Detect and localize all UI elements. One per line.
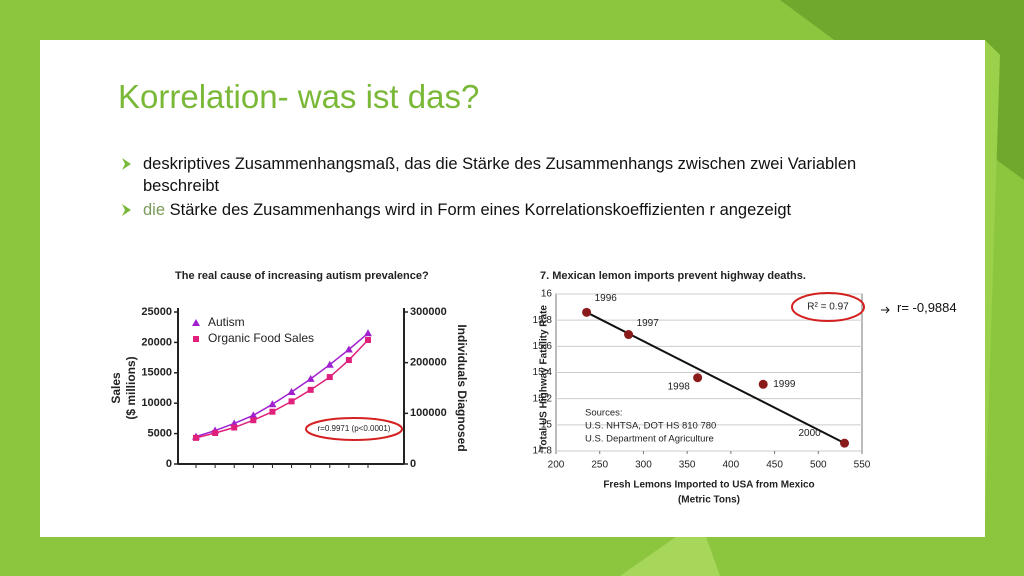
y-tick-label: 5000	[148, 428, 172, 440]
point	[365, 336, 371, 343]
point	[193, 434, 199, 441]
arrow-icon	[881, 306, 890, 314]
point	[840, 438, 850, 448]
y2-tick-label: 100000	[410, 407, 447, 419]
x-axis-label: Fresh Lemons Imported to USA from Mexico	[603, 480, 814, 491]
x-tick-label: 400	[723, 460, 740, 471]
point	[693, 373, 703, 383]
y-axis-label: Total US Highway Fatality Rate	[539, 305, 550, 451]
point	[582, 307, 592, 317]
y-tick-label: 0	[166, 458, 172, 470]
x-tick-label: 550	[854, 460, 871, 471]
y-tick-label: 15.4	[533, 367, 553, 378]
highlight	[305, 417, 403, 441]
y-tick-label: 15	[541, 419, 553, 430]
bullet: deskriptives Zusammenhangsmaß, das die S…	[143, 155, 857, 195]
y-tick-label: 15.2	[533, 393, 553, 404]
y2-tick-label: 300000	[410, 306, 447, 318]
point	[288, 398, 295, 405]
x-tick-label: 500	[810, 460, 827, 471]
point	[364, 329, 372, 337]
bullet-icon	[122, 204, 131, 216]
series-line	[195, 339, 369, 439]
point	[231, 424, 238, 431]
point	[268, 400, 277, 408]
y-tick-label: 20000	[141, 336, 172, 348]
point	[325, 360, 334, 368]
bullet-lead: die	[143, 201, 166, 219]
bullet-icon	[122, 158, 131, 170]
chart-title: 7. Mexican lemon imports prevent highway…	[540, 270, 806, 282]
decoration	[985, 40, 1000, 520]
point	[250, 417, 257, 424]
point	[344, 345, 353, 353]
legend-marker	[192, 319, 200, 326]
bullet-text: Stärke des Zusammenhangs wird in Form ei…	[169, 201, 792, 219]
charts: The real cause of increasing autism prev…	[109, 270, 871, 506]
point	[758, 379, 768, 389]
annotation: r=0.9971 (p<0.0001)	[318, 424, 391, 433]
point-label: 1999	[773, 379, 796, 390]
x-axis-label: (Metric Tons)	[678, 495, 740, 506]
point	[345, 357, 352, 364]
x-tick-label: 450	[766, 460, 783, 471]
bullet: die Stärke des Zusammenhangs wird in For…	[143, 199, 903, 221]
x-tick-label: 250	[591, 460, 608, 471]
y-axis-label: ($ millions)	[124, 356, 138, 419]
y-tick-label: 25000	[141, 306, 172, 318]
source: U.S. Department of Agriculture	[585, 434, 714, 445]
chart-title: The real cause of increasing autism prev…	[175, 270, 429, 282]
annotation: R² = 0.97	[807, 302, 849, 313]
point	[287, 388, 296, 396]
y-tick-label: 15.6	[533, 341, 553, 352]
y-tick-label: 10000	[141, 397, 172, 409]
x-tick-label: 300	[635, 460, 652, 471]
point	[326, 374, 333, 381]
y-tick-label: 15000	[141, 367, 172, 379]
y2-tick-label: 200000	[410, 357, 447, 369]
point-label: 1997	[637, 318, 660, 329]
point	[306, 374, 315, 382]
y-tick-label: 16	[541, 289, 553, 300]
legend-marker	[193, 336, 199, 342]
legend-label: Organic Food Sales	[208, 331, 314, 345]
y-tick-label: 15.8	[533, 315, 553, 326]
point	[212, 429, 219, 436]
highlight	[791, 292, 865, 322]
point	[249, 411, 258, 419]
point-label: 1996	[595, 293, 618, 304]
x-tick-label: 200	[548, 460, 565, 471]
y2-axis-label: Individuals Diagnosed	[455, 324, 469, 451]
point	[624, 330, 634, 340]
panel	[40, 40, 985, 537]
y-tick-label: 14.8	[533, 446, 553, 457]
y2-tick-label: 0	[410, 458, 416, 470]
x-tick-label: 350	[679, 460, 696, 471]
point	[307, 386, 314, 393]
source: U.S. NHTSA, DOT HS 810 780	[585, 421, 716, 432]
point-label: 2000	[799, 428, 822, 439]
point-label: 1998	[668, 381, 691, 392]
title: Korrelation- was ist das?	[118, 78, 480, 115]
source: Sources:	[585, 408, 623, 419]
series-line	[195, 332, 369, 438]
point	[269, 408, 276, 415]
y-axis-label: Sales	[109, 372, 123, 404]
note: r= -0,9884	[897, 300, 957, 315]
legend-label: Autism	[208, 315, 245, 329]
